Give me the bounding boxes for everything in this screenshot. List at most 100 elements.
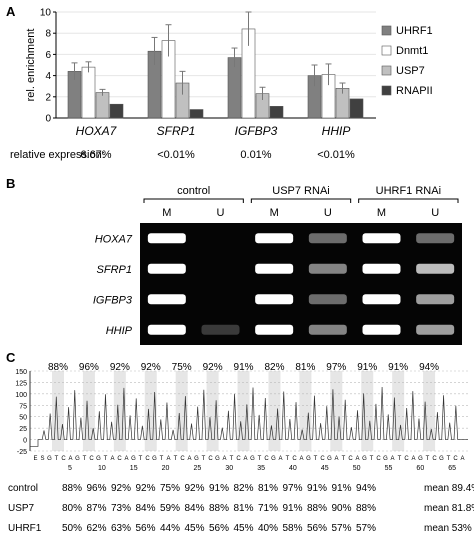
row-value: 88% xyxy=(307,503,327,514)
row-value: 57% xyxy=(331,523,351,534)
gel-band xyxy=(255,233,294,244)
row-value: 81% xyxy=(258,483,278,494)
row-value: 63% xyxy=(111,523,131,534)
sequence-base: A xyxy=(110,456,114,462)
gel-gene-label-igfbp3: IGFBP3 xyxy=(93,294,133,306)
gel-lane-label: U xyxy=(431,207,439,219)
row-value: 44% xyxy=(160,523,180,534)
group-bracket xyxy=(143,198,244,203)
row-label-usp7: USP7 xyxy=(8,503,35,514)
row-value: 91% xyxy=(331,483,351,494)
cpg-top-percent: 96% xyxy=(79,362,99,373)
legend-swatch-dnmt1 xyxy=(381,45,392,56)
seq-y-tick-label: 25 xyxy=(19,426,27,433)
sequence-base: C xyxy=(264,456,269,462)
sequence-base: A xyxy=(278,456,282,462)
sequence-base: T xyxy=(426,456,430,462)
row-value: 56% xyxy=(209,523,229,534)
gel-band xyxy=(416,263,455,274)
row-value: 92% xyxy=(184,483,204,494)
cpg-shade xyxy=(361,371,374,451)
sequence-base: C xyxy=(180,456,185,462)
row-value: 88% xyxy=(62,483,82,494)
gel-band xyxy=(308,294,347,305)
sequence-base: G xyxy=(327,456,332,462)
cpg-top-percent: 91% xyxy=(234,362,254,373)
row-mean: mean 81.8% xyxy=(424,503,474,514)
y-tick-label: 6 xyxy=(45,50,51,61)
expression-value: 0.01% xyxy=(240,149,271,161)
seq-y-tick-label: 150 xyxy=(15,369,27,376)
sequence-base: A xyxy=(187,456,191,462)
legend-label-uhrf1: UHRF1 xyxy=(396,25,433,37)
sequence-position: 45 xyxy=(321,465,329,472)
row-value: 84% xyxy=(184,503,204,514)
cpg-top-percent: 94% xyxy=(419,362,439,373)
sequence-base: T xyxy=(258,456,262,462)
cpg-top-percent: 91% xyxy=(357,362,377,373)
cpg-top-percent: 88% xyxy=(48,362,68,373)
cpg-shade xyxy=(268,371,281,451)
gel-band xyxy=(201,324,240,335)
sequence-base: A xyxy=(411,456,415,462)
sequence-base: C xyxy=(208,456,213,462)
y-tick-label: 4 xyxy=(45,71,51,82)
cpg-top-percent: 75% xyxy=(172,362,192,373)
row-value: 45% xyxy=(184,523,204,534)
sequence-base: T xyxy=(139,456,143,462)
sequence-base: A xyxy=(460,456,464,462)
bar-hhip-rnapii xyxy=(349,98,364,119)
y-tick-label: 10 xyxy=(40,8,52,19)
gel-lane-label: M xyxy=(162,207,171,219)
cpg-top-percent: 92% xyxy=(203,362,223,373)
sequence-base: A xyxy=(243,456,247,462)
gel-lane-label: U xyxy=(217,207,225,219)
gel-band xyxy=(362,233,401,244)
seq-y-tick-label: 75 xyxy=(19,403,27,410)
bar-hoxa7-dnmt1 xyxy=(81,66,96,119)
row-value: 91% xyxy=(282,503,302,514)
sequence-base: A xyxy=(355,456,359,462)
row-value: 92% xyxy=(111,483,131,494)
category-label-hoxa7: HOXA7 xyxy=(76,124,118,138)
seq-y-tick-label: 0 xyxy=(23,438,27,445)
sequence-base: A xyxy=(68,456,72,462)
row-value: 84% xyxy=(135,503,155,514)
expression-label: relative expression: xyxy=(10,149,105,161)
y-tick-label: 0 xyxy=(45,114,51,125)
gel-band xyxy=(362,324,401,335)
sequence-base: G xyxy=(152,456,157,462)
row-value: 50% xyxy=(62,523,82,534)
sequence-position: 55 xyxy=(385,465,393,472)
sequence-position: 30 xyxy=(225,465,233,472)
y-axis-label: rel. enrichment xyxy=(25,29,37,102)
gel-lane-label: M xyxy=(377,207,386,219)
legend-label-usp7: USP7 xyxy=(396,65,425,77)
row-value: 57% xyxy=(356,523,376,534)
gel-group-label: control xyxy=(177,185,210,197)
category-label-igfbp3: IGFBP3 xyxy=(235,124,278,138)
gel-group-label: UHRF1 RNAi xyxy=(376,185,441,197)
sequence-base: T xyxy=(83,456,87,462)
gel-gene-label-hoxa7: HOXA7 xyxy=(95,233,133,245)
sequence-base: C xyxy=(145,456,150,462)
sequence-base: G xyxy=(362,456,367,462)
row-value: 97% xyxy=(282,483,302,494)
sequence-base: G xyxy=(75,456,80,462)
seq-y-tick-label: 100 xyxy=(15,392,27,399)
sequence-base: C xyxy=(117,456,122,462)
seq-y-tick-label: 50 xyxy=(19,415,27,422)
group-bracket xyxy=(358,198,459,203)
row-value: 45% xyxy=(233,523,253,534)
row-mean: mean 89.4% xyxy=(424,483,474,494)
row-value: 91% xyxy=(209,483,229,494)
sequence-base: A xyxy=(222,456,226,462)
panel-label-a: A xyxy=(6,4,16,19)
expression-value: <0.01% xyxy=(317,149,355,161)
bar-igfbp3-rnapii xyxy=(269,106,284,119)
sequence-base: A xyxy=(334,456,338,462)
sequence-base: T xyxy=(447,456,451,462)
sequence-base: T xyxy=(202,456,206,462)
sequence-base: A xyxy=(166,456,170,462)
row-value: 40% xyxy=(258,523,278,534)
